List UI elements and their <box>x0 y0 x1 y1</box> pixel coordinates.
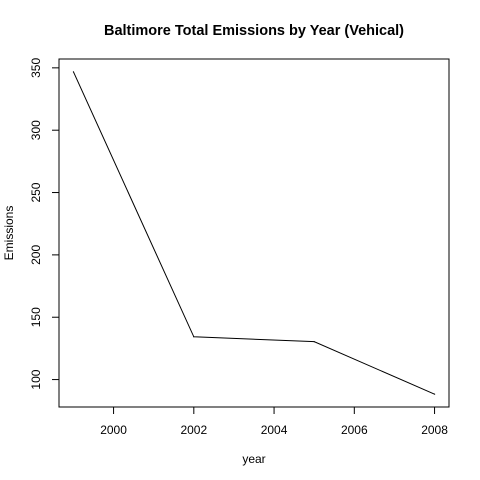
y-tick-label-200: 200 <box>29 245 43 265</box>
data-point-2002 <box>193 336 195 338</box>
y-tick-label-300: 300 <box>29 120 43 140</box>
y-axis: 100 150 200 250 300 350 <box>29 58 59 390</box>
series-layer <box>72 71 436 395</box>
y-tick-label-250: 250 <box>29 182 43 202</box>
x-tick-label-2006: 2006 <box>341 423 368 437</box>
data-point-1999 <box>72 71 75 73</box>
data-point-2005 <box>313 341 315 343</box>
y-tick-label-350: 350 <box>29 58 43 78</box>
x-tick-label-2004: 2004 <box>261 423 288 437</box>
x-tick-label-2008: 2008 <box>421 423 448 437</box>
data-point-2008 <box>433 393 436 395</box>
x-tick-label-2000: 2000 <box>100 423 127 437</box>
x-tick-label-2002: 2002 <box>180 423 207 437</box>
chart-title: Baltimore Total Emissions by Year (Vehic… <box>104 23 404 39</box>
x-axis-title: year <box>242 452 265 466</box>
plot-area-frame <box>58 58 450 408</box>
y-tick-label-150: 150 <box>29 307 43 327</box>
y-tick-label-100: 100 <box>29 369 43 389</box>
y-axis-title: Emissions <box>2 206 16 261</box>
x-axis: 2000 2002 2004 2006 2008 <box>100 407 448 437</box>
series-line-0 <box>72 71 435 395</box>
